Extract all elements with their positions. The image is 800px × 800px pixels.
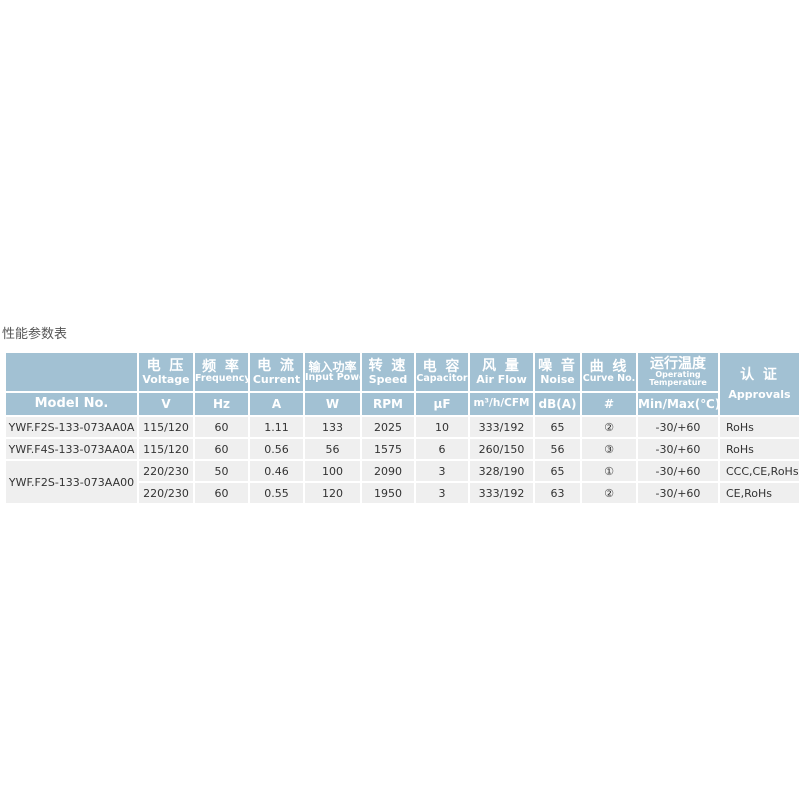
unit-hz: Hz [193, 391, 250, 417]
cell-w: 120 [303, 481, 362, 505]
cell-appr: CCC,CE,RoHs [718, 459, 800, 483]
header-capacitor: 电 容 Capacitor [414, 351, 470, 393]
cell-temp: -30/+60 [636, 437, 720, 461]
cell-hz: 60 [193, 437, 250, 461]
header-speed: 转 速 Speed [360, 351, 416, 393]
cell-uf: 3 [414, 481, 470, 505]
cell-w: 56 [303, 437, 362, 461]
unit-temp: Min/Max(℃) [636, 391, 720, 417]
unit-noise: dB(A) [533, 391, 582, 417]
cell-temp: -30/+60 [636, 481, 720, 505]
cell-temp: -30/+60 [636, 415, 720, 439]
cell-hz: 50 [193, 459, 250, 483]
cell-noise: 65 [533, 415, 582, 439]
header-model: Model No. [4, 391, 139, 417]
cell-temp: -30/+60 [636, 459, 720, 483]
cell-noise: 56 [533, 437, 582, 461]
cell-noise: 65 [533, 459, 582, 483]
table-row: YWF.F4S-133-073AA0A 115/120 60 0.56 56 1575 6 2… [4, 437, 800, 461]
header-row: 电 压 Voltage 频 率 Frequency 电 流 Current 输入功率 I… [4, 351, 800, 417]
cell-hz: 60 [193, 415, 250, 439]
cell-appr: CE,RoHs [718, 481, 800, 505]
cell-flow: 333/192 [468, 415, 535, 439]
header-current: 电 流 Current [248, 351, 305, 393]
cell-a: 0.55 [248, 481, 305, 505]
table-row: 220/230 60 0.55 120 1950 3 333/192 63 ② -30/+60 CE… [5, 481, 800, 505]
cell-uf: 6 [414, 437, 470, 461]
cell-hz: 60 [193, 481, 250, 505]
cell-curve: ② [580, 415, 638, 439]
cell-a: 0.46 [248, 459, 305, 483]
cell-curve: ① [580, 459, 638, 483]
cell-appr: RoHs [718, 437, 800, 461]
cell-w: 133 [303, 415, 362, 439]
unit-w: W [303, 391, 362, 417]
cell-uf: 10 [414, 415, 470, 439]
header-voltage: 电 压 Voltage [137, 351, 195, 393]
cell-v: 115/120 [137, 415, 195, 439]
cell-rpm: 1950 [360, 481, 416, 505]
header-cell-blank [4, 351, 139, 393]
cell-v: 220/230 [137, 481, 195, 505]
header-curve: 曲 线 Curve No. [580, 351, 638, 393]
unit-a: A [248, 391, 305, 417]
cell-flow: 333/192 [468, 481, 535, 505]
cell-rpm: 1575 [360, 437, 416, 461]
cell-v: 115/120 [137, 437, 195, 461]
cell-flow: 260/150 [468, 437, 535, 461]
cell-model: YWF.F2S-133-073AA00 [4, 459, 139, 505]
header-noise: 噪 音 Noise [533, 351, 582, 393]
section-title: 性能参数表 [2, 327, 68, 342]
cell-model: YWF.F2S-133-073AA0A [4, 415, 139, 439]
cell-appr: RoHs [718, 415, 800, 439]
table-row: YWF.F2S-133-073AA00 220/230 50 0.46 100 2090 3… [4, 459, 800, 505]
header-approvals: 认 证 Approvals [718, 351, 800, 417]
cell-noise: 63 [533, 481, 582, 505]
cell-curve: ② [580, 481, 638, 505]
cell-model: YWF.F4S-133-073AA0A [4, 437, 139, 461]
cell-w: 100 [303, 459, 362, 483]
unit-curve: # [580, 391, 638, 417]
header-operating-temp: 运行温度 Operating Temperature [636, 351, 720, 393]
cell-rpm: 2025 [360, 415, 416, 439]
unit-rpm: RPM [360, 391, 416, 417]
cell-curve: ③ [580, 437, 638, 461]
header-air-flow: 风 量 Air Flow [468, 351, 535, 393]
unit-row: Model No. V Hz A W RPM µF m³/h/CFM dB(A)… [4, 391, 800, 417]
cell-a: 0.56 [248, 437, 305, 461]
unit-v: V [137, 391, 195, 417]
performance-table: 电 压 Voltage 频 率 Frequency 电 流 Current 输入功率 I… [4, 351, 800, 505]
cell-rpm: 2090 [360, 459, 416, 483]
cell-uf: 3 [414, 459, 470, 483]
unit-flow: m³/h/CFM [468, 391, 535, 417]
cell-a: 1.11 [248, 415, 305, 439]
cell-v: 220/230 [137, 459, 195, 483]
cell-flow: 328/190 [468, 459, 535, 483]
table-row: YWF.F2S-133-073AA0A 115/120 60 1.11 133 2025 1… [4, 415, 800, 439]
header-frequency: 频 率 Frequency [193, 351, 250, 393]
unit-uf: µF [414, 391, 470, 417]
